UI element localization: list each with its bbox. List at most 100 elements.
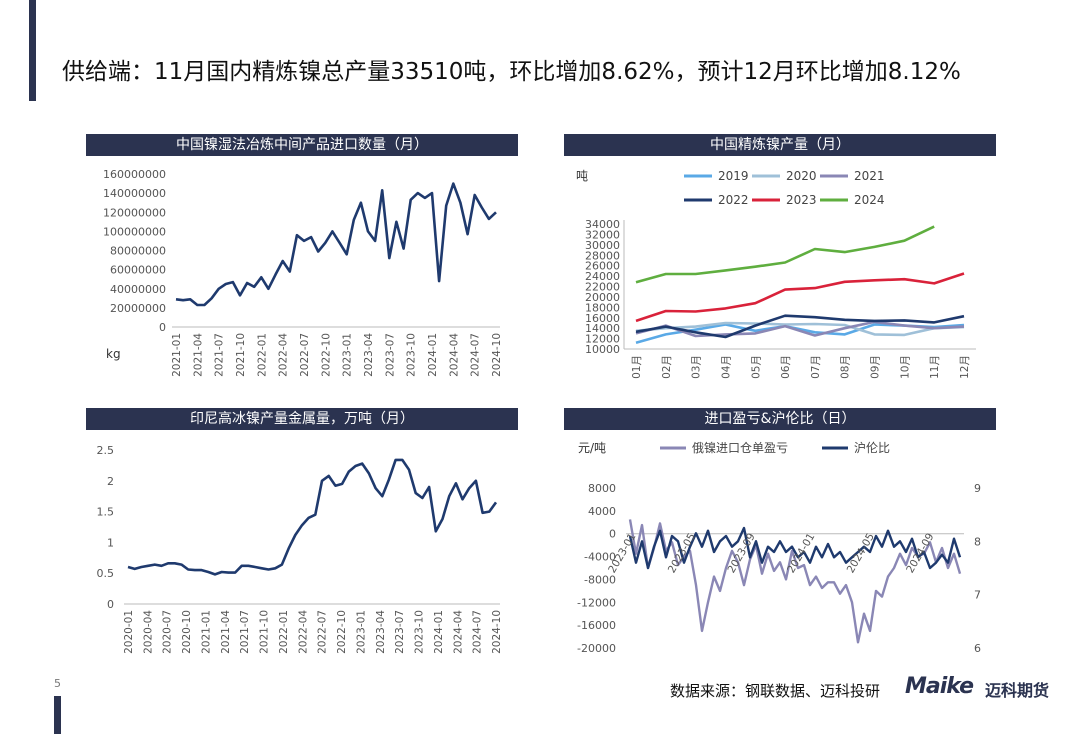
x-tick-label: 04月 [720,355,732,379]
x-tick-label: 2021-01 [200,610,212,654]
chart-refined-nickel-output: 中国精炼镍产量（月） 10000 12000 14000 16000 18000 2000… [564,134,996,390]
x-tick-label: 2023-04 [375,610,387,654]
y-tick-label: 40000000 [110,283,166,296]
x-tick-label: 2024-07 [472,610,484,654]
x-tick-label: 09月 [870,355,882,379]
y-tick-label: 14000 [585,322,620,335]
x-tick-label: 2020-10 [181,610,193,654]
series-line [127,458,498,576]
legend-label: 2022 [718,193,749,207]
legend-label: 沪伦比 [854,440,890,455]
x-tick-label: 07月 [810,355,822,379]
chart-canvas: 8000 4000 0 -4000 -8000 -12000 -16000 -20000 9 8 7… [577,440,981,655]
y-tick-label: 2 [107,475,114,488]
y-tick-label-right: 6 [974,642,981,655]
legend-label: 2023 [786,193,817,207]
x-tick-label: 2020-07 [162,610,174,654]
chart-canvas: 0 0.5 1 1.5 2 2.5 2020-01 2020-04 2020-07 2020-10… [97,444,504,654]
chart-import-profit-ratio: 进口盈亏&沪伦比（日） 8000 4000 0 -4000 -8000 -12000 -16… [564,408,996,670]
y-tick-label: 1.5 [97,506,115,519]
series-line [635,321,965,337]
y-tick-label: 20000000 [110,302,166,315]
x-tick-label: 2022-01 [256,333,268,377]
x-tick-label: 02月 [661,355,673,379]
y-tick-label: 22000 [585,281,620,294]
x-tick-label: 03月 [691,355,703,379]
x-tick-label: 11月 [929,355,941,379]
x-tick-label: 2022-07 [299,333,311,377]
y-tick-label-right: 9 [974,482,981,495]
series-line [635,225,935,284]
brand-logo: Maike 迈科期货 [905,674,1070,704]
x-tick-label: 2021-04 [192,333,204,377]
y-tick-label: 16000 [585,312,620,325]
y-tick-label-right: 7 [974,589,981,602]
legend-label: 2020 [786,169,817,183]
y-tick-label-left: -8000 [584,573,616,586]
x-tick-label: 2024-04 [448,333,460,377]
y-tick-label: 2.5 [97,444,115,457]
x-tick-label: 12月 [959,355,971,379]
y-axis-unit: 元/吨 [578,441,606,455]
x-tick-label: 2023-07 [394,610,406,654]
y-tick-label: 20000 [585,291,620,304]
x-tick-label: 2022-04 [297,610,309,654]
x-tick-label: 2022-10 [336,610,348,654]
legend-label: 俄镍进口仓单盈亏 [692,441,788,455]
x-tick-label: 2024-07 [470,333,482,377]
x-tick-label: 2023-10 [406,333,418,377]
legend-label: 2021 [854,169,885,183]
chart-title: 进口盈亏&沪伦比（日） [564,408,996,430]
x-tick-label: 2024-01 [427,333,439,377]
y-tick-label: 100000000 [103,225,166,238]
y-tick-label: 32000 [585,228,620,241]
x-tick-label: 06月 [780,355,792,379]
page-number: 5 [54,677,61,690]
chart-title: 中国镍湿法冶炼中间产品进口数量（月） [86,134,518,156]
y-tick-label-left: -16000 [577,619,616,632]
legend-label: 2019 [718,169,749,183]
y-tick-label: 140000000 [103,187,166,200]
x-tick-label: 08月 [840,355,852,379]
accent-bar-bottom [54,696,61,734]
y-tick-label: 0.5 [97,567,115,580]
y-tick-label: 34000 [585,218,620,231]
y-tick-label: 28000 [585,249,620,262]
brand-logo-cn: 迈科期货 [985,681,1050,700]
chart-indonesia-matte: 印尼高冰镍产量金属量，万吨（月） 0 0.5 1 1.5 2 2.5 2020-01 2020… [86,408,518,670]
x-tick-label: 2022-10 [320,333,332,377]
y-tick-label: 0 [159,321,166,334]
y-tick-label: 80000000 [110,245,166,258]
series-line [635,272,965,323]
y-tick-label: 160000000 [103,168,166,181]
y-tick-label: 26000 [585,260,620,273]
y-tick-label-left: -12000 [577,596,616,609]
y-tick-label-left: 0 [609,528,616,541]
y-tick-label-left: -4000 [584,551,616,564]
series-line [175,182,497,307]
x-tick-label: 10月 [899,355,911,379]
y-tick-label-left: 8000 [588,482,616,495]
y-axis-unit: 吨 [576,169,588,183]
x-tick-label: 2024-10 [491,610,503,654]
y-tick-label: 60000000 [110,264,166,277]
x-tick-label: 2020-01 [123,610,135,654]
x-tick-label: 2023-01 [355,610,367,654]
series-line-ratio [628,526,962,570]
x-tick-label: 2021-10 [235,333,247,377]
y-tick-label: 30000 [585,239,620,252]
x-tick-label: 2021-07 [239,610,251,654]
chart-title: 印尼高冰镍产量金属量，万吨（月） [86,408,518,430]
x-tick-label: 2023-10 [414,610,426,654]
chart-canvas: 0 20000000 40000000 60000000 80000000 1000000… [103,168,503,377]
source-note: 数据来源：钢联数据、迈科投研 [670,682,881,700]
x-tick-label: 2022-04 [278,333,290,377]
x-tick-label: 2024-05 [845,531,877,575]
x-tick-label: 2024-04 [452,610,464,654]
x-tick-label: 2021-07 [214,333,226,377]
x-tick-label: 2023-07 [384,333,396,377]
x-tick-label: 2020-04 [142,610,154,654]
x-tick-label: 2023-04 [363,333,375,377]
brand-logo-latin: Maike [905,674,974,699]
x-tick-label: 2021-04 [220,610,232,654]
